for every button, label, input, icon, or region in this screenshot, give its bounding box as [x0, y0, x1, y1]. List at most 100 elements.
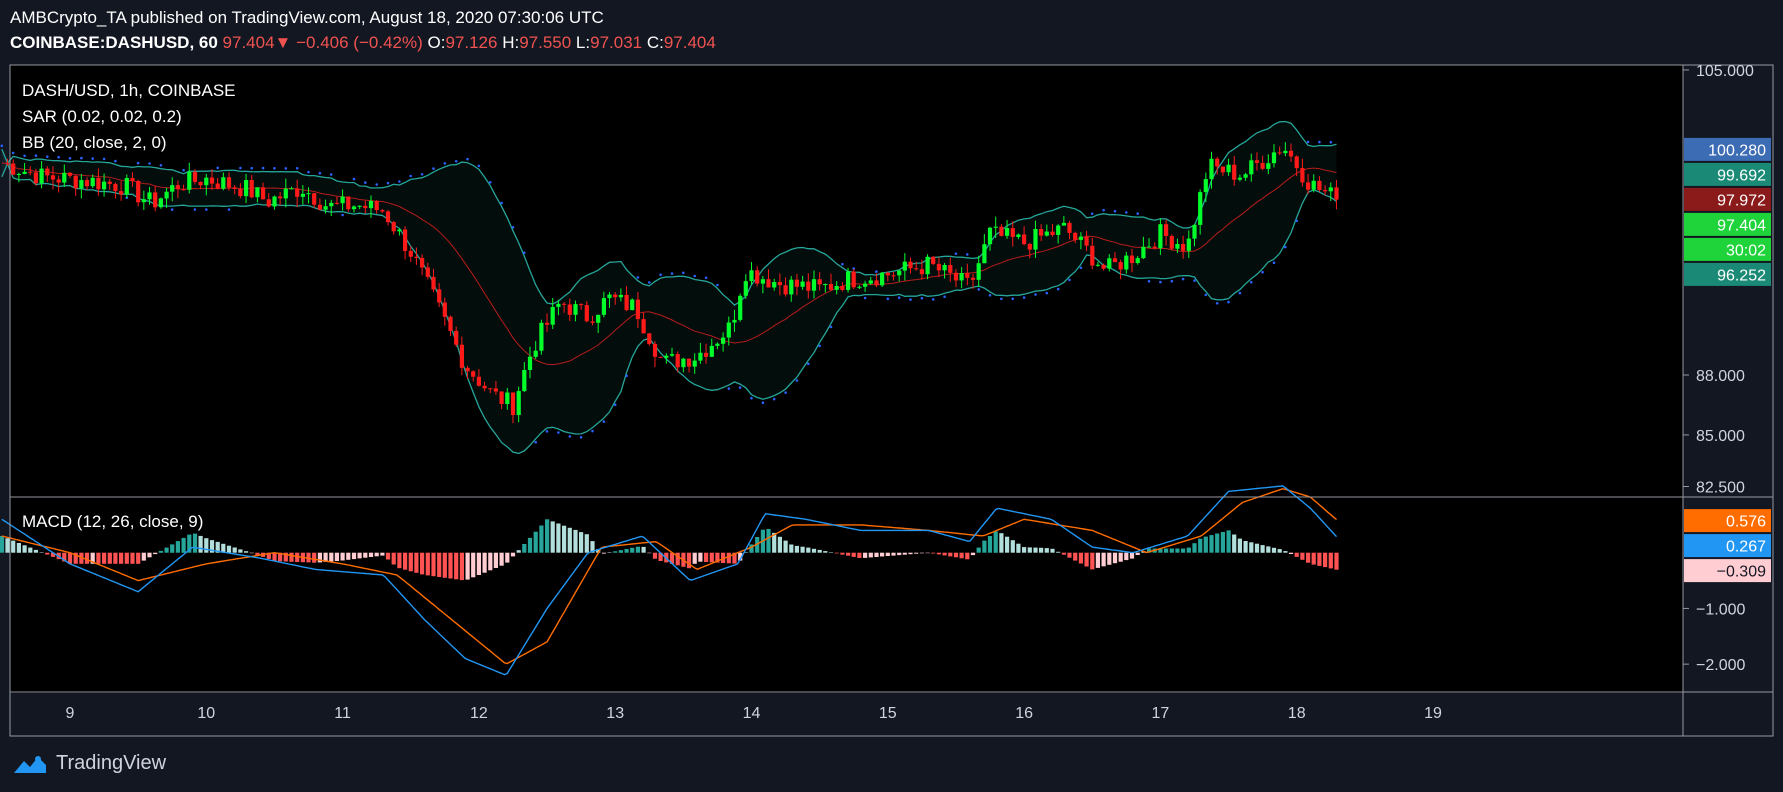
- candle-body: [1215, 158, 1220, 167]
- sar-dot: [602, 420, 606, 423]
- macd-histogram-bar: [891, 552, 896, 556]
- candle-body: [624, 294, 629, 311]
- candle-body: [647, 333, 652, 344]
- macd-pane[interactable]: [0, 485, 1339, 676]
- macd-histogram-bar: [1249, 542, 1254, 553]
- candle-body: [266, 199, 271, 207]
- time-tick-label[interactable]: 12: [470, 705, 488, 722]
- candle-body: [601, 298, 606, 315]
- footer-brand[interactable]: TradingView: [56, 752, 167, 774]
- macd-histogram-bar: [1186, 547, 1191, 553]
- candle-body: [1141, 246, 1146, 259]
- macd-tag-bg: [1684, 509, 1771, 533]
- candle-body: [1306, 182, 1311, 190]
- time-tick-label[interactable]: 16: [1015, 705, 1033, 722]
- sar-dot: [466, 157, 469, 161]
- macd-histogram-bar: [692, 552, 697, 564]
- sar-dot: [693, 274, 696, 278]
- candle-body: [573, 304, 578, 315]
- price-tag-bg: [1684, 187, 1771, 211]
- sar-dot: [91, 157, 94, 160]
- macd-histogram-bar: [437, 552, 442, 577]
- sar-dot: [704, 276, 708, 280]
- macd-histogram-bar: [312, 552, 317, 563]
- candle-body: [221, 177, 226, 189]
- time-tick-label[interactable]: 15: [879, 705, 897, 722]
- time-tick-label[interactable]: 19: [1424, 705, 1442, 722]
- macd-histogram-bar: [596, 549, 601, 553]
- macd-histogram-bar: [993, 531, 998, 553]
- sar-dot: [477, 164, 481, 168]
- time-tick-label[interactable]: 9: [66, 705, 75, 722]
- time-tick-label[interactable]: 13: [606, 705, 624, 722]
- candle-body: [777, 282, 782, 286]
- sar-dot: [1022, 296, 1026, 299]
- macd-histogram-bar: [244, 551, 249, 553]
- sar-dot: [34, 154, 38, 157]
- macd-histogram-bar: [340, 552, 345, 561]
- macd-histogram-bar: [107, 552, 112, 564]
- candle-body: [1175, 244, 1180, 249]
- candle-body: [1288, 150, 1294, 157]
- time-tick-label[interactable]: 17: [1152, 705, 1170, 722]
- bb-band-fill: [1, 121, 1337, 454]
- price-tick-label: 85.000: [1696, 428, 1745, 445]
- sar-dot: [1125, 211, 1128, 214]
- sar-dot: [1090, 212, 1094, 215]
- macd-histogram-bar: [1254, 543, 1260, 553]
- time-tick-label[interactable]: 10: [197, 705, 215, 722]
- macd-histogram-bar: [1158, 548, 1163, 553]
- sar-dot: [182, 168, 185, 172]
- price-tag-bg: [1684, 162, 1771, 186]
- publisher-line: AMBCrypto_TA published on TradingView.co…: [10, 8, 604, 28]
- sar-dot: [1193, 279, 1196, 282]
- time-tick-label[interactable]: 18: [1288, 705, 1306, 722]
- time-tick-label[interactable]: 11: [334, 705, 351, 722]
- price-axis[interactable]: 105.000 88.000 85.000 82.500: [1683, 63, 1754, 497]
- sar-dot: [841, 262, 844, 266]
- price-tick-label: 88.000: [1696, 368, 1745, 385]
- sar-dot: [1227, 300, 1230, 304]
- price-pane[interactable]: [0, 120, 1339, 455]
- candle-body: [1169, 236, 1174, 249]
- candle-body: [1226, 164, 1231, 173]
- high-value: 97.550: [519, 33, 572, 52]
- candle-body: [1323, 190, 1328, 192]
- macd-histogram-bar: [925, 552, 930, 554]
- sar-dot: [648, 281, 651, 284]
- candle-body: [11, 163, 16, 175]
- sar-dot: [11, 151, 15, 155]
- close-value: 97.404: [663, 33, 716, 52]
- sar-dot: [966, 253, 969, 256]
- macd-histogram-bar: [493, 552, 498, 568]
- candle-body: [919, 269, 924, 275]
- candle-body: [999, 226, 1004, 236]
- macd-histogram-bar: [278, 552, 283, 562]
- macd-histogram-bar: [624, 549, 629, 553]
- sar-dot: [375, 183, 379, 186]
- sar-dot: [988, 294, 992, 297]
- low-value: 97.031: [590, 33, 643, 52]
- candle-body: [255, 187, 260, 198]
- macd-histogram-bar: [766, 529, 771, 553]
- macd-histogram-bar: [704, 552, 709, 562]
- macd-axis[interactable]: −1.000 −2.000: [1683, 601, 1745, 674]
- candle-body: [755, 270, 760, 284]
- macd-histogram-bar: [476, 552, 481, 575]
- candle-body: [499, 391, 504, 404]
- price-tags: 100.280 99.692 97.972 97.404 30:02 96.252 0.57…: [1684, 137, 1771, 583]
- time-axis[interactable]: 9 10 11 12 13 14 15 16 17 18 19: [66, 705, 1442, 722]
- macd-histogram-bar: [1067, 552, 1072, 558]
- time-tick-label[interactable]: 14: [743, 705, 761, 722]
- sar-dot: [443, 162, 447, 165]
- macd-histogram-bar: [573, 529, 578, 553]
- macd-histogram-bar: [726, 552, 731, 564]
- macd-histogram-bar: [204, 538, 209, 553]
- candle-body: [1135, 258, 1140, 263]
- candle-body: [987, 227, 993, 245]
- candle-body: [863, 283, 868, 287]
- candle-body: [607, 294, 612, 299]
- candle-body: [1050, 231, 1055, 235]
- candle-body: [476, 376, 481, 386]
